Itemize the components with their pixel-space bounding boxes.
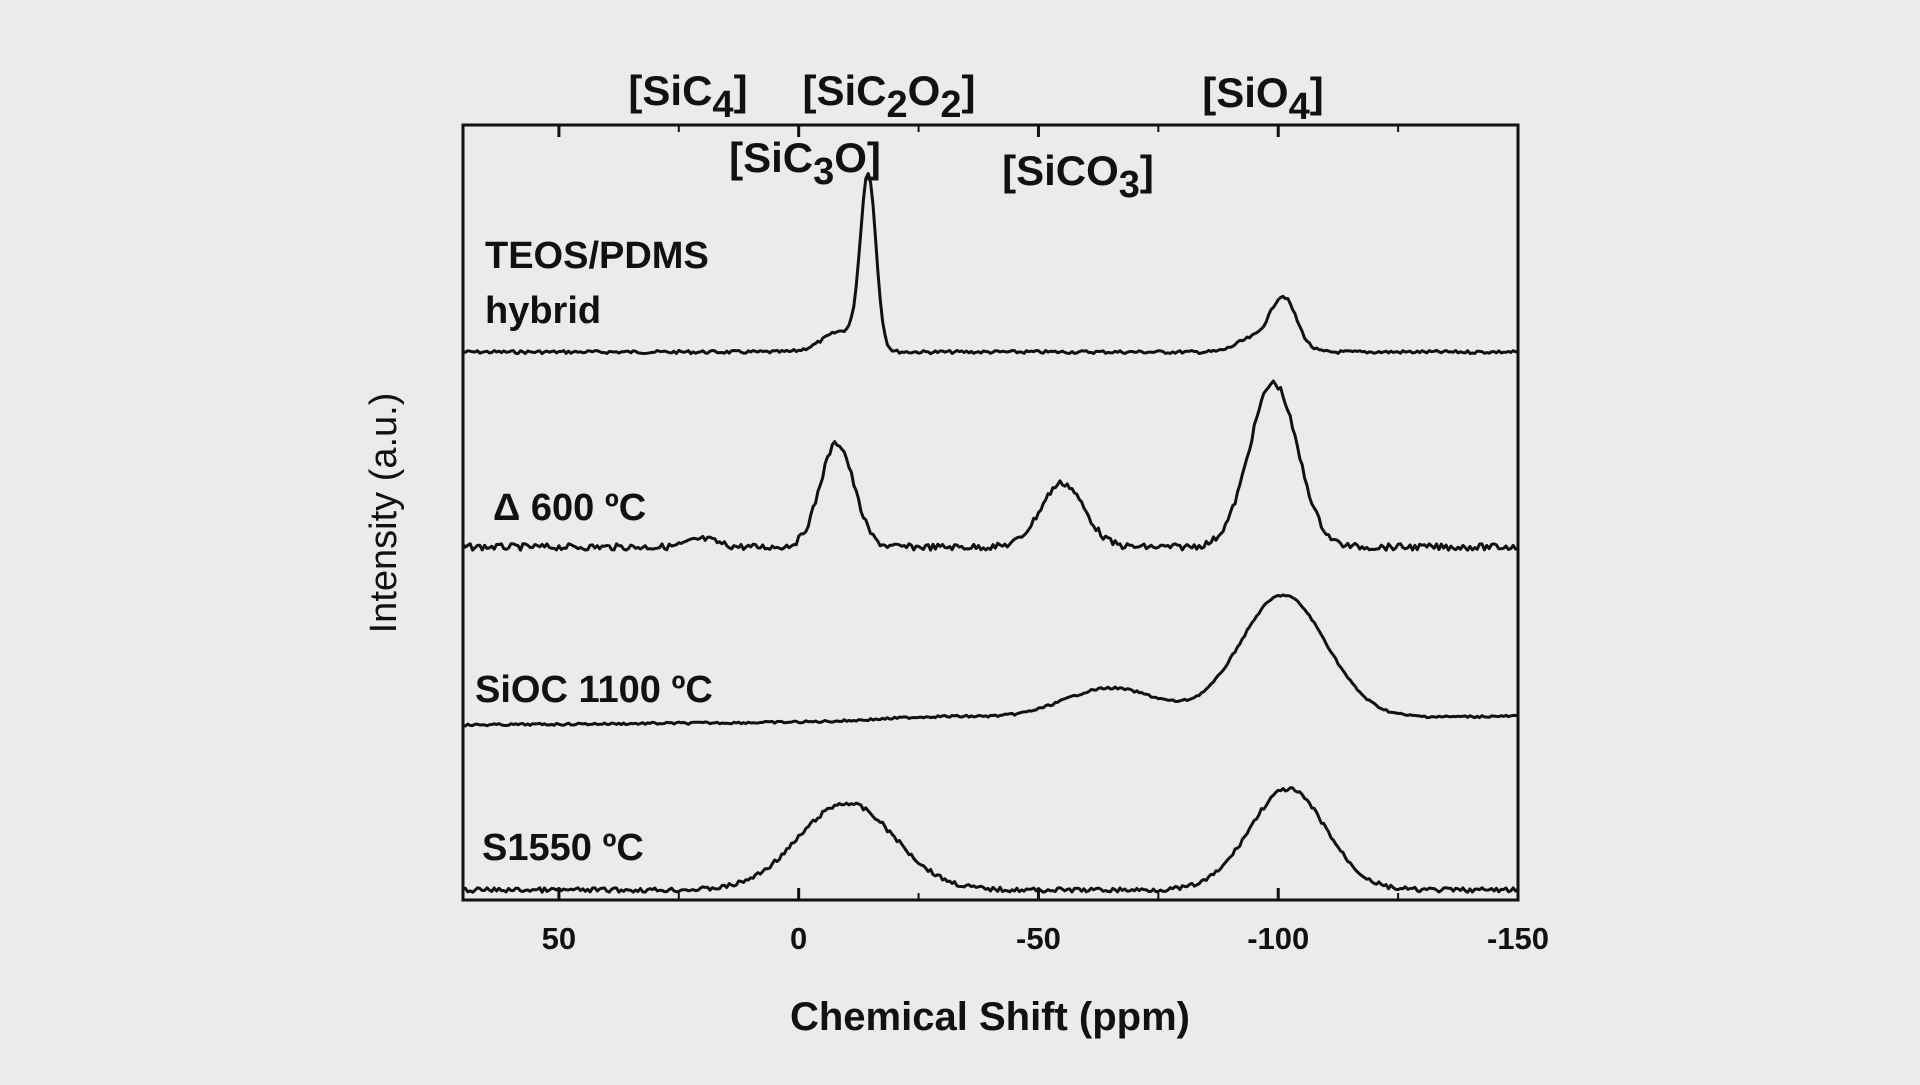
site-text: [SiC	[729, 134, 813, 181]
site-subscript: 4	[1289, 86, 1310, 128]
sample-label: TEOS/PDMS	[485, 235, 709, 277]
x-tick-label: -150	[1487, 921, 1549, 956]
x-tick-label: -100	[1247, 921, 1309, 956]
labels-layer: [SiC4] [SiC2O2][SiC3O] [SiCO3][SiO4]TEOS/P…	[475, 67, 1324, 869]
y-axis-title: Intensity (a.u.)	[363, 393, 405, 634]
site-subscript: 2	[887, 84, 908, 126]
site-text: ]	[1310, 69, 1324, 116]
site-text: ]	[734, 67, 748, 114]
x-tick-label: 0	[790, 921, 807, 956]
site-annotation: [SiC3O]	[729, 134, 881, 193]
ticks-layer: 50 0 -50 -100 -150	[542, 125, 1549, 956]
spectrum-line	[461, 379, 1519, 552]
x-axis-title: Chemical Shift (ppm)	[790, 995, 1190, 1039]
site-annotation: [SiO4]	[1202, 69, 1323, 128]
spectrum-line	[462, 172, 1519, 356]
plot-frame	[461, 123, 1520, 902]
site-subscript: 4	[712, 84, 733, 126]
site-text: [SiO	[1202, 69, 1288, 116]
site-text: [SiC	[803, 67, 887, 114]
site-subscript: 3	[1119, 164, 1140, 206]
spectrum-line	[462, 593, 1519, 728]
site-text: ]	[961, 67, 975, 114]
sample-label: Δ 600 ºC	[493, 487, 646, 529]
x-tick-label: 50	[542, 921, 576, 956]
site-text: O	[908, 67, 941, 114]
site-text: ]	[1140, 147, 1154, 194]
x-tick-label: -50	[1016, 921, 1061, 956]
sample-label: S1550 ºC	[482, 827, 644, 869]
spectra-layer	[461, 172, 1519, 894]
site-subscript: 2	[940, 84, 961, 126]
spectrum-line	[462, 786, 1519, 894]
site-text: [SiC	[628, 67, 712, 114]
site-annotation: [SiC4]	[628, 67, 747, 126]
site-text: O]	[834, 134, 881, 181]
site-annotation: [SiC2O2]	[803, 67, 976, 126]
site-annotation: [SiCO3]	[1002, 147, 1154, 206]
sample-label: SiOC 1100 ºC	[475, 669, 713, 711]
site-subscript: 3	[813, 151, 834, 193]
sample-label: hybrid	[485, 290, 601, 332]
site-text: [SiCO	[1002, 147, 1119, 194]
